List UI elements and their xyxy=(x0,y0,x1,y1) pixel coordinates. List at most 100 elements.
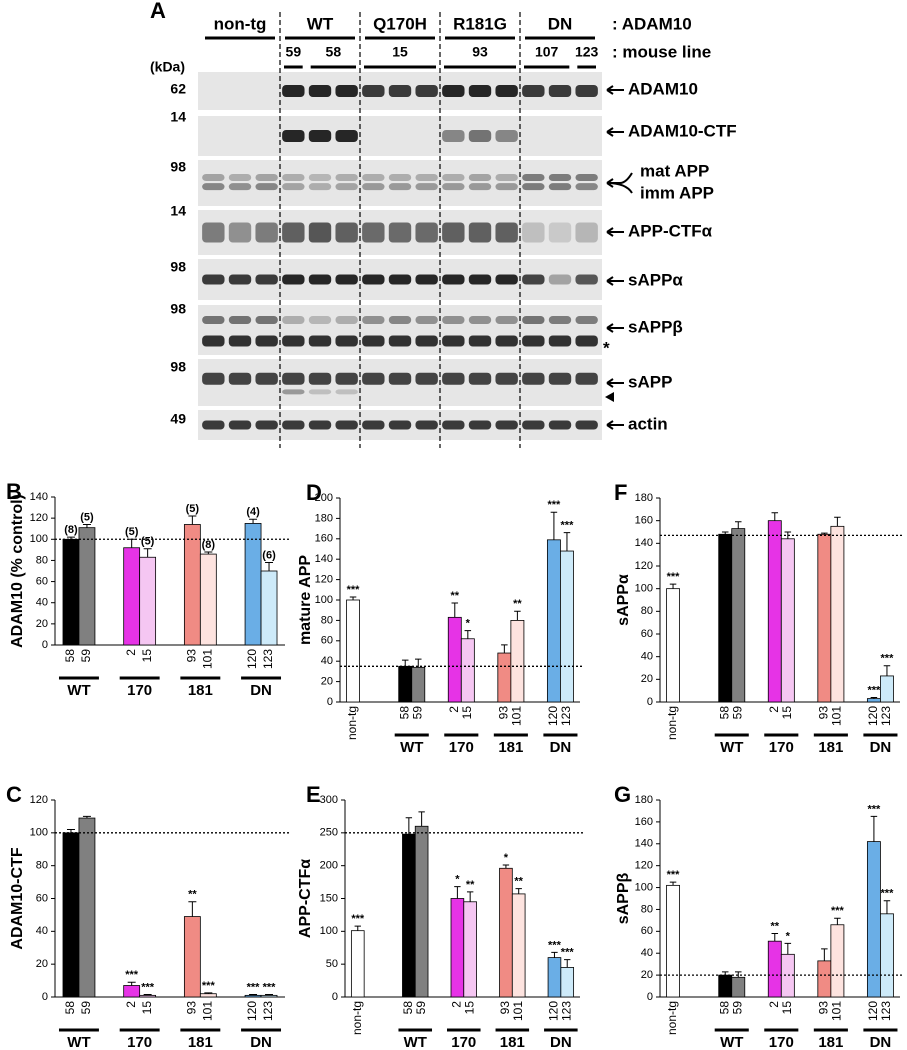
error-bar xyxy=(502,864,510,869)
annotation: *** xyxy=(347,584,361,596)
annotation: *** xyxy=(667,869,681,881)
y-tick-label: 160 xyxy=(315,533,333,545)
y-tick-label: 20 xyxy=(641,673,653,685)
y-tick-label: 20 xyxy=(36,958,48,970)
blot-band xyxy=(522,372,545,385)
bar xyxy=(183,916,201,998)
blot-band xyxy=(575,420,598,430)
group-label: DN xyxy=(250,1034,272,1050)
bar xyxy=(817,533,832,703)
error-bar xyxy=(188,515,197,525)
error-bar xyxy=(265,994,274,996)
annotation: *** xyxy=(881,653,895,665)
y-tick-label: 40 xyxy=(641,947,653,959)
error-bar xyxy=(349,596,357,600)
blot-band xyxy=(362,316,385,324)
blot-band xyxy=(495,372,518,385)
panel-letter: D xyxy=(306,480,322,505)
blot-band xyxy=(362,274,385,285)
y-tick-label: 40 xyxy=(641,651,653,663)
blot-band xyxy=(575,183,598,191)
blot-band xyxy=(282,372,305,385)
y-tick-label: 200 xyxy=(320,860,338,872)
blot-band xyxy=(282,85,305,97)
y-tick-label: 80 xyxy=(641,903,653,915)
blot-label: imm APP xyxy=(640,183,714,202)
blot-band xyxy=(548,183,572,191)
error-bar xyxy=(515,888,522,894)
y-tick-label: 40 xyxy=(321,655,333,667)
error-bar xyxy=(418,811,425,827)
y-tick-label: 0 xyxy=(647,696,653,708)
bar xyxy=(244,523,262,646)
y-tick-label: 100 xyxy=(320,925,338,937)
y-tick-label: 0 xyxy=(332,991,338,1003)
blot-band xyxy=(335,372,358,385)
y-tick-label: 180 xyxy=(315,512,333,524)
blot-band xyxy=(575,222,598,243)
error-bar xyxy=(550,511,558,540)
blot-band xyxy=(468,173,492,181)
x-tick-label: 15 xyxy=(140,649,154,663)
blot-band xyxy=(308,183,332,191)
y-tick-label: 120 xyxy=(635,560,653,572)
kda-marker: 14 xyxy=(170,203,186,219)
blot-band xyxy=(335,389,358,395)
bar xyxy=(350,930,365,998)
label-arrow xyxy=(606,276,624,286)
blot-band xyxy=(575,316,598,324)
blot-band xyxy=(388,173,412,181)
error-bar xyxy=(66,829,75,833)
bar xyxy=(78,527,96,646)
blot-band xyxy=(202,173,225,181)
x-tick-label: 101 xyxy=(830,706,844,726)
y-tick-label: 120 xyxy=(635,860,653,872)
x-tick-label: 58 xyxy=(717,1001,731,1015)
annotation: ** xyxy=(451,590,460,602)
blot-band xyxy=(228,372,252,385)
y-tick-label: 0 xyxy=(327,696,333,708)
error-bar xyxy=(883,900,891,914)
label-arrow xyxy=(606,420,624,430)
bar xyxy=(62,832,80,998)
blot-band xyxy=(308,130,332,142)
panel-letter: A xyxy=(150,0,166,23)
blot-note: * xyxy=(603,338,610,357)
annotation: ** xyxy=(514,876,523,888)
error-bar xyxy=(551,951,558,958)
x-tick-label: 123 xyxy=(559,1001,573,1021)
blot-band xyxy=(575,274,598,285)
x-tick-label: 101 xyxy=(201,1001,215,1021)
group-label: 181 xyxy=(498,739,523,756)
blot-band xyxy=(522,316,545,324)
blot-band xyxy=(415,420,438,430)
annotation: *** xyxy=(547,499,561,511)
genotype-header: : ADAM10 xyxy=(612,14,692,33)
x-tick-label: 123 xyxy=(261,1001,275,1021)
group-label: 181 xyxy=(818,1034,843,1050)
blot-label: actin xyxy=(628,414,668,433)
blot-band xyxy=(522,85,545,97)
label-arrow xyxy=(606,172,633,194)
error-bar xyxy=(501,644,508,654)
kda-marker: 98 xyxy=(170,301,186,317)
blot-band xyxy=(442,420,465,430)
annotation: (6) xyxy=(262,549,276,561)
blot-band xyxy=(255,183,278,191)
error-bar xyxy=(188,901,197,917)
y-axis-label: sAPPα xyxy=(615,574,632,626)
bar xyxy=(499,867,513,998)
blot-band xyxy=(468,372,492,385)
panel-letter: E xyxy=(306,782,321,807)
annotation: *** xyxy=(125,969,139,981)
x-tick-label: 120 xyxy=(866,1001,880,1021)
blot-band xyxy=(362,183,385,191)
bar xyxy=(718,974,733,998)
bar xyxy=(402,833,416,998)
y-tick-label: 120 xyxy=(315,574,333,586)
blot-band xyxy=(575,335,598,347)
blot-band xyxy=(228,420,252,430)
x-tick-label: 2 xyxy=(767,1001,781,1008)
blot-band xyxy=(282,389,305,395)
blot-band xyxy=(362,335,385,347)
